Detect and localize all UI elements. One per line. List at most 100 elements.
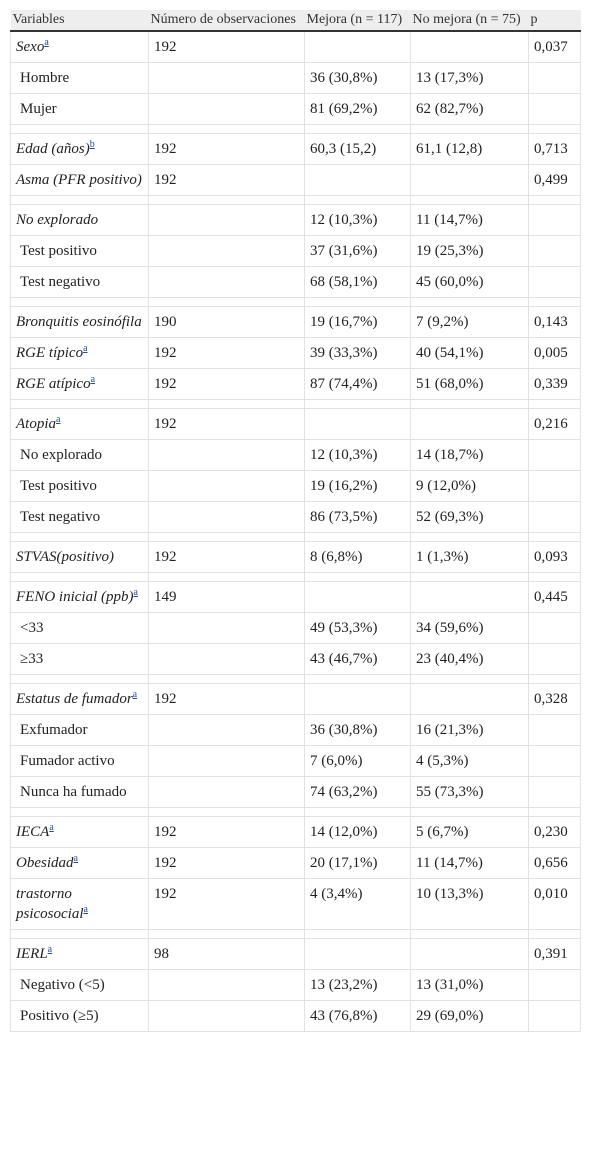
- value-cell: 0,230: [528, 816, 581, 848]
- value-cell: 5 (6,7%): [410, 816, 529, 848]
- footnote-link[interactable]: a: [133, 587, 138, 598]
- footnote-link[interactable]: a: [56, 414, 61, 425]
- value-cell: 192: [148, 847, 305, 879]
- cell-text: Test negativo: [20, 509, 101, 525]
- cell-text: Sexo: [16, 39, 45, 55]
- value-cell: [304, 938, 411, 970]
- value-cell: [528, 235, 581, 267]
- cell-text: Exfumador: [20, 722, 88, 738]
- table-row: RGE atípicoa 192 87 (74,4%) 51 (68,0%) 0,339: [10, 368, 581, 400]
- footnote-link[interactable]: a: [132, 689, 138, 700]
- value-cell: 8 (6,8%): [304, 541, 411, 573]
- value-cell: [148, 714, 305, 746]
- cell-text: 192: [154, 855, 177, 871]
- cell-text: 190: [154, 314, 177, 330]
- value-cell: 29 (69,0%): [410, 1000, 529, 1032]
- cell-text: 81 (69,2%): [310, 101, 378, 117]
- value-cell: 0,005: [528, 337, 581, 369]
- cell-text: 0,391: [534, 946, 568, 962]
- value-cell: [410, 408, 529, 440]
- table-row: RGE típicoa 192 39 (33,3%) 40 (54,1%) 0,005: [10, 337, 581, 369]
- spacer-cell: [304, 674, 411, 684]
- spacer-cell: [410, 399, 529, 409]
- footnote-ref: a: [83, 340, 87, 354]
- table-body: Sexoa 192 0,037 Hombre 36 (30,8%) 13 (17,3%) M…: [10, 30, 581, 1032]
- spacer-cell: [528, 399, 581, 409]
- table-row: Negativo (<5) 13 (23,2%) 13 (31,0%): [10, 969, 581, 1001]
- value-cell: [528, 1000, 581, 1032]
- footnote-link[interactable]: a: [90, 374, 96, 385]
- variable-cell: Test positivo: [10, 470, 149, 502]
- spacer-cell: [304, 572, 411, 582]
- footnote-ref: a: [49, 819, 53, 833]
- value-cell: 0,445: [528, 581, 581, 613]
- footnote-link[interactable]: a: [83, 343, 88, 354]
- cell-text: 13 (17,3%): [416, 70, 484, 86]
- header-cell: Mejora (n = 117): [304, 10, 411, 32]
- cell-text: No explorado: [20, 447, 103, 463]
- cell-text: 12 (10,3%): [310, 447, 378, 463]
- footnote-ref: a: [133, 686, 137, 700]
- value-cell: [148, 235, 305, 267]
- value-cell: [528, 62, 581, 94]
- spacer-cell: [10, 572, 149, 582]
- value-cell: 0,391: [528, 938, 581, 970]
- footnote-link[interactable]: b: [89, 139, 95, 150]
- footnote-link[interactable]: a: [44, 37, 49, 48]
- spacer-cell: [410, 195, 529, 205]
- spacer-cell: [528, 807, 581, 817]
- value-cell: 62 (82,7%): [410, 93, 529, 125]
- table-row: Edad (años)b 192 60,3 (15,2) 61,1 (12,8) 0,7…: [10, 133, 581, 165]
- value-cell: [148, 93, 305, 125]
- cell-text: 51 (68,0%): [416, 376, 484, 392]
- value-cell: [410, 683, 529, 715]
- cell-text: 13 (31,0%): [416, 977, 484, 993]
- table-row: Fumador activo 7 (6,0%) 4 (5,3%): [10, 745, 581, 777]
- value-cell: 14 (12,0%): [304, 816, 411, 848]
- value-cell: 37 (31,6%): [304, 235, 411, 267]
- cell-text: 43 (76,8%): [310, 1008, 378, 1024]
- spacer-cell: [410, 532, 529, 542]
- cell-text: 0,230: [534, 824, 568, 840]
- value-cell: 39 (33,3%): [304, 337, 411, 369]
- value-cell: [528, 266, 581, 298]
- value-cell: [148, 969, 305, 1001]
- spacer-cell: [148, 399, 305, 409]
- table-row: trastorno psicosociala 192 4 (3,4%) 10 (13,…: [10, 878, 581, 930]
- value-cell: 74 (63,2%): [304, 776, 411, 808]
- footnote-link[interactable]: a: [49, 822, 54, 833]
- value-cell: [148, 266, 305, 298]
- cell-text: FENO inicial (ppb): [16, 589, 134, 605]
- footnote-link[interactable]: a: [83, 904, 88, 915]
- table-row: STVAS(positivo) 192 8 (6,8%) 1 (1,3%) 0,093: [10, 541, 581, 573]
- footnote-link[interactable]: a: [73, 853, 78, 864]
- cell-text: 16 (21,3%): [416, 722, 484, 738]
- cell-text: 49 (53,3%): [310, 620, 378, 636]
- footnote-link[interactable]: a: [47, 944, 53, 955]
- value-cell: 4 (5,3%): [410, 745, 529, 777]
- spacer-cell: [10, 195, 149, 205]
- header-cell: p: [528, 10, 581, 32]
- cell-text: 55 (73,3%): [416, 784, 484, 800]
- spacer-row: [10, 807, 581, 817]
- table-row: Exfumador 36 (30,8%) 16 (21,3%): [10, 714, 581, 746]
- value-cell: 4 (3,4%): [304, 878, 411, 930]
- value-cell: 192: [148, 368, 305, 400]
- value-cell: 86 (73,5%): [304, 501, 411, 533]
- spacer-cell: [10, 807, 149, 817]
- value-cell: 43 (76,8%): [304, 1000, 411, 1032]
- value-cell: [148, 643, 305, 675]
- spacer-row: [10, 195, 581, 205]
- value-cell: 51 (68,0%): [410, 368, 529, 400]
- table-row: Obesidada 192 20 (17,1%) 11 (14,7%) 0,656: [10, 847, 581, 879]
- value-cell: 16 (21,3%): [410, 714, 529, 746]
- cell-text: 61,1 (12,8): [416, 141, 483, 157]
- value-cell: 87 (74,4%): [304, 368, 411, 400]
- footnote-ref: a: [56, 411, 60, 425]
- cell-text: Mujer: [20, 101, 57, 117]
- cell-text: 9 (12,0%): [416, 478, 476, 494]
- table-row: No explorado 12 (10,3%) 14 (18,7%): [10, 439, 581, 471]
- cell-text: 192: [154, 141, 177, 157]
- variable-cell: IERLa: [10, 938, 149, 970]
- value-cell: 192: [148, 164, 305, 196]
